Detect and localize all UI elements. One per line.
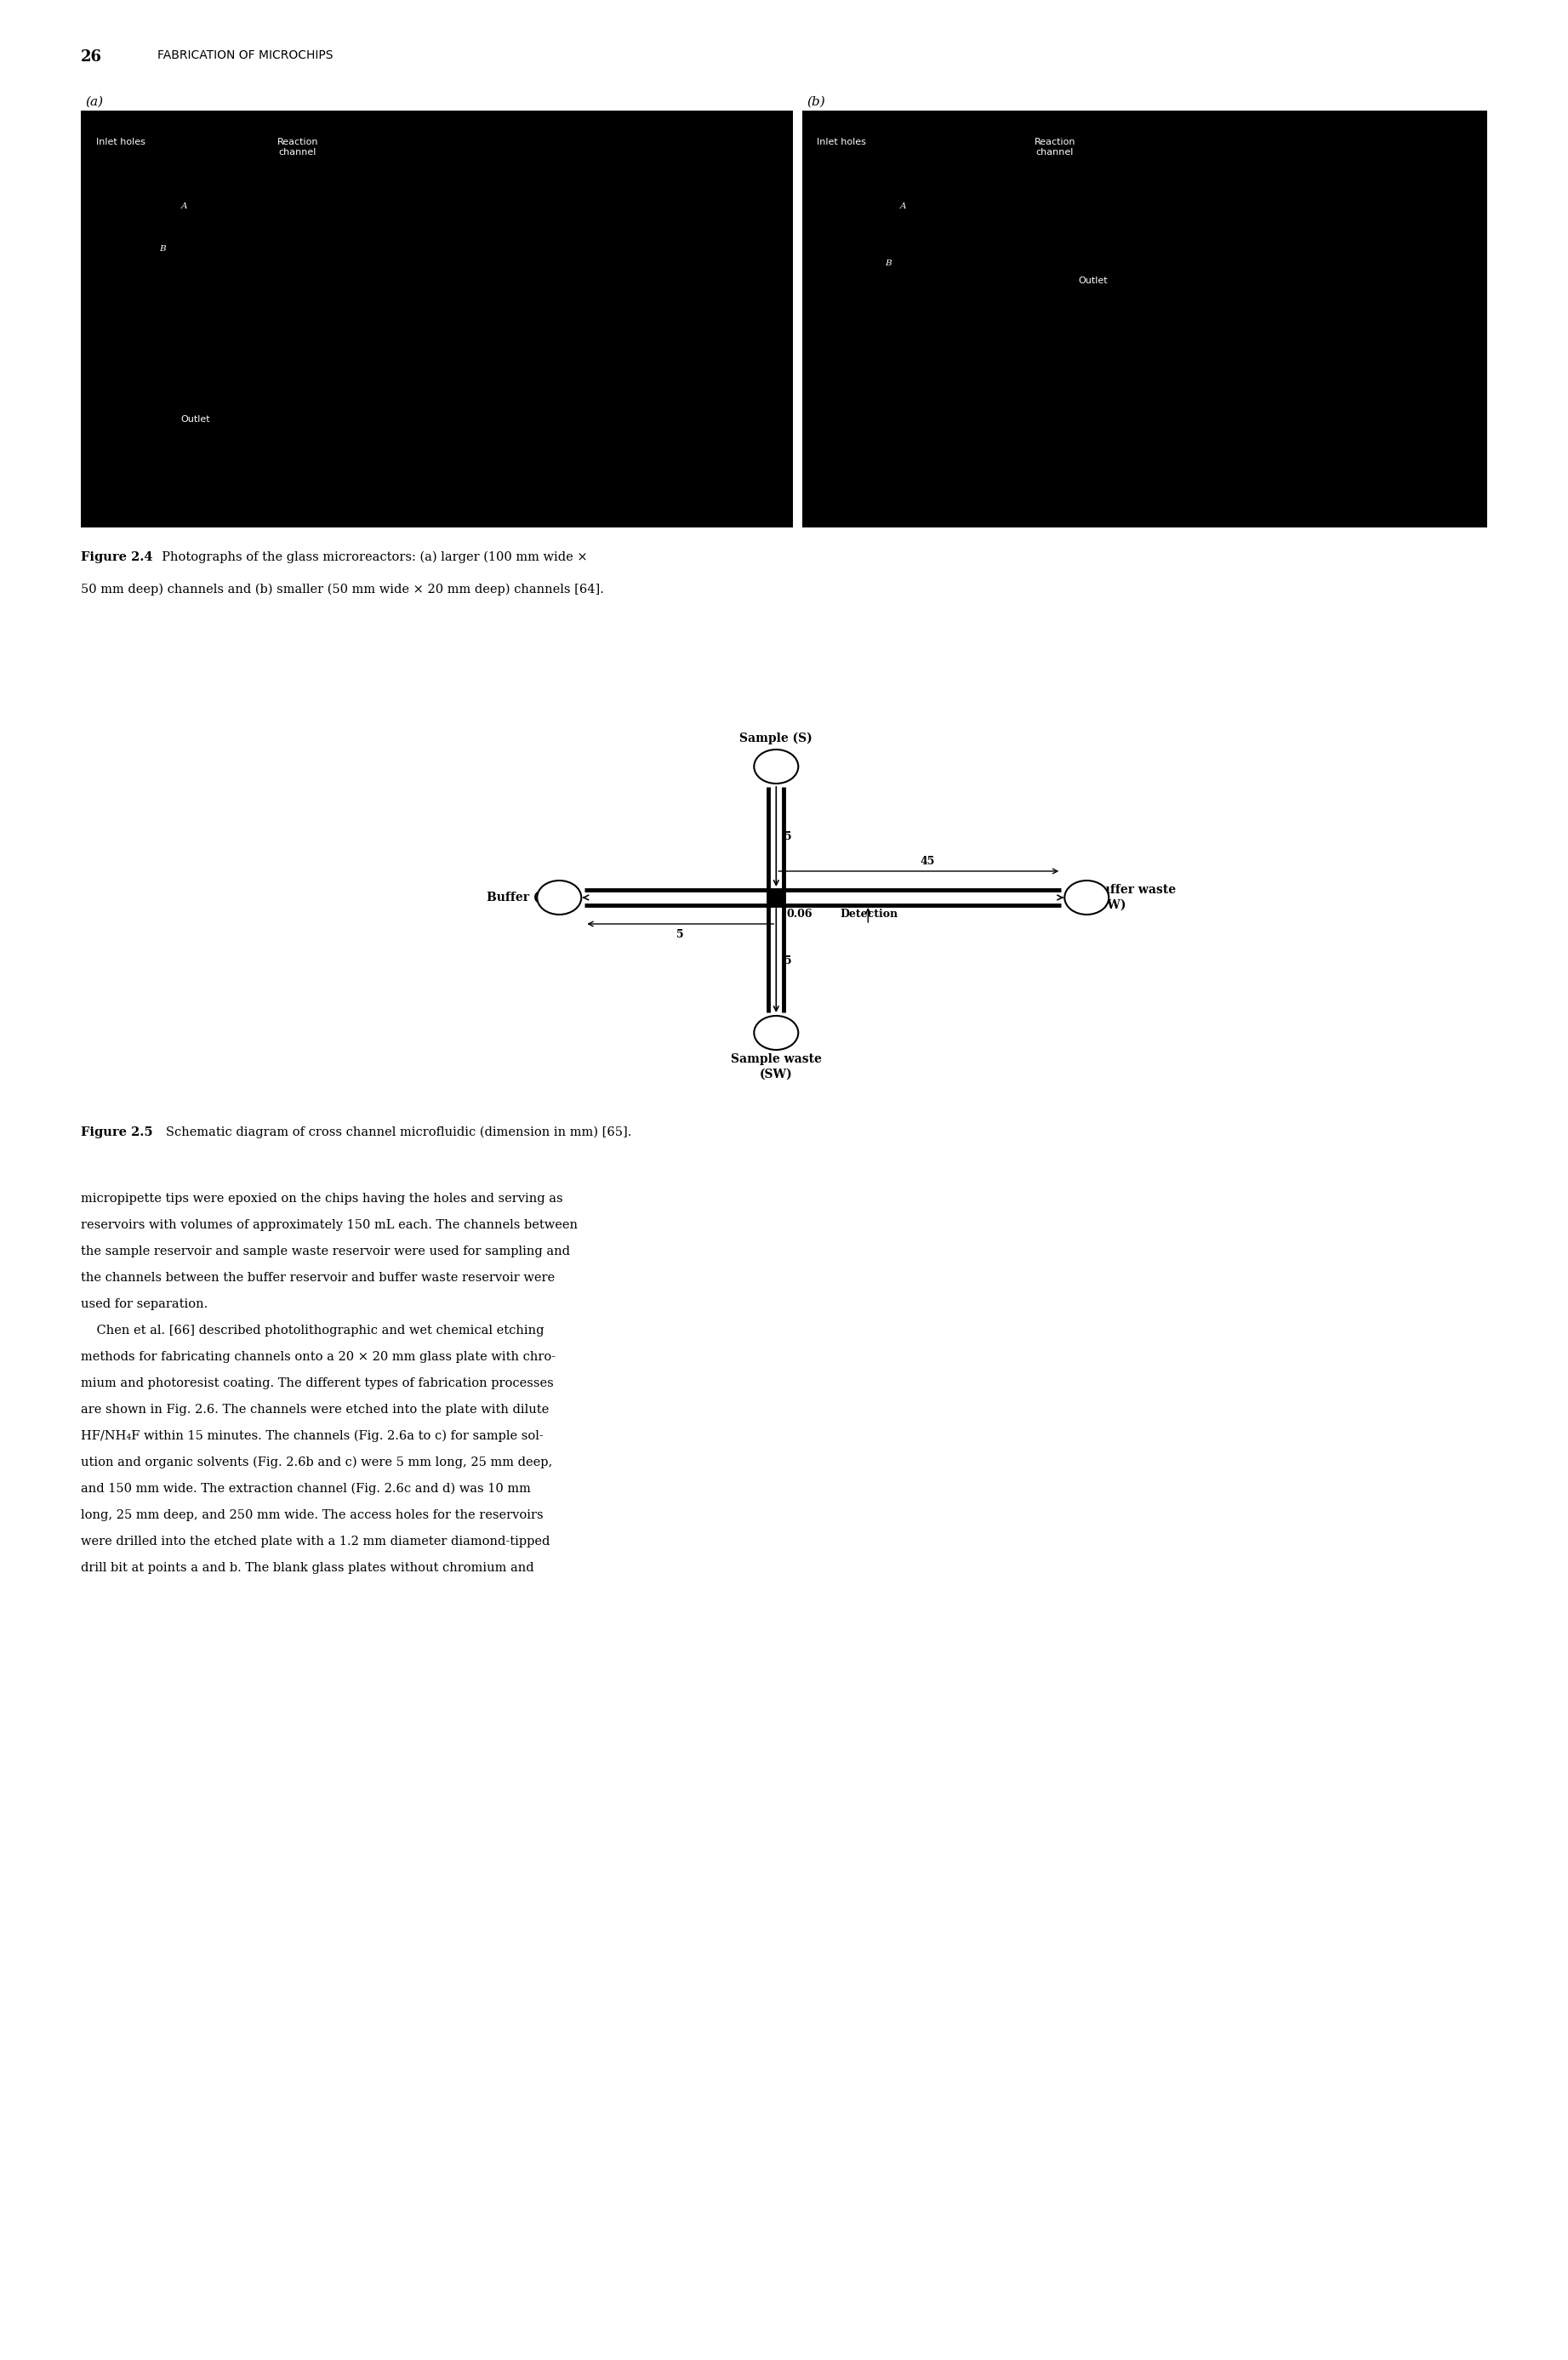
Text: Buffer (B): Buffer (B) xyxy=(486,892,554,904)
Text: Figure 2.5: Figure 2.5 xyxy=(82,1126,152,1138)
Text: HF/NH₄F within 15 minutes. The channels (Fig. 2.6a to c) for sample sol-: HF/NH₄F within 15 minutes. The channels … xyxy=(82,1430,544,1442)
Text: ution and organic solvents (Fig. 2.6b and c) were 5 mm long, 25 mm deep,: ution and organic solvents (Fig. 2.6b an… xyxy=(82,1456,552,1468)
Text: Figure 2.4: Figure 2.4 xyxy=(82,552,152,564)
Text: methods for fabricating channels onto a 20 × 20 mm glass plate with chro-: methods for fabricating channels onto a … xyxy=(82,1350,555,1364)
Text: 45: 45 xyxy=(920,857,935,866)
Text: used for separation.: used for separation. xyxy=(82,1298,209,1310)
Text: Buffer waste
(BW): Buffer waste (BW) xyxy=(1091,885,1176,911)
Text: reservoirs with volumes of approximately 150 mL each. The channels between: reservoirs with volumes of approximately… xyxy=(82,1220,577,1232)
Text: B: B xyxy=(158,245,166,253)
Text: Inlet holes: Inlet holes xyxy=(96,137,146,146)
Text: FABRICATION OF MICROCHIPS: FABRICATION OF MICROCHIPS xyxy=(157,50,332,61)
Text: B: B xyxy=(884,260,891,267)
Text: Reaction
channel: Reaction channel xyxy=(278,137,318,156)
Text: Reaction
channel: Reaction channel xyxy=(1035,137,1076,156)
Ellipse shape xyxy=(538,880,582,916)
Text: Inlet holes: Inlet holes xyxy=(817,137,866,146)
Text: drill bit at points a and b. The blank glass plates without chromium and: drill bit at points a and b. The blank g… xyxy=(82,1562,535,1574)
Text: and 150 mm wide. The extraction channel (Fig. 2.6c and d) was 10 mm: and 150 mm wide. The extraction channel … xyxy=(82,1482,532,1496)
Text: 5: 5 xyxy=(784,831,792,843)
Text: Schematic diagram of cross channel microfluidic (dimension in mm) [65].: Schematic diagram of cross channel micro… xyxy=(154,1126,632,1138)
Bar xyxy=(768,890,784,906)
Text: are shown in Fig. 2.6. The channels were etched into the plate with dilute: are shown in Fig. 2.6. The channels were… xyxy=(82,1404,549,1416)
Text: (a): (a) xyxy=(85,97,103,109)
Text: Outlet: Outlet xyxy=(180,415,210,425)
Text: the channels between the buffer reservoir and buffer waste reservoir were: the channels between the buffer reservoi… xyxy=(82,1272,555,1284)
Text: Sample (S): Sample (S) xyxy=(740,732,812,743)
Ellipse shape xyxy=(1065,880,1109,916)
Ellipse shape xyxy=(754,1015,798,1050)
Text: Outlet: Outlet xyxy=(1079,276,1109,286)
Bar xyxy=(82,111,793,529)
Text: long, 25 mm deep, and 250 mm wide. The access holes for the reservoirs: long, 25 mm deep, and 250 mm wide. The a… xyxy=(82,1510,544,1522)
Text: micropipette tips were epoxied on the chips having the holes and serving as: micropipette tips were epoxied on the ch… xyxy=(82,1192,563,1204)
Text: A: A xyxy=(900,203,906,210)
Bar xyxy=(803,111,1486,529)
Text: A: A xyxy=(182,203,188,210)
Text: Sample waste
(SW): Sample waste (SW) xyxy=(731,1053,822,1081)
Text: Detection: Detection xyxy=(840,909,898,920)
Text: the sample reservoir and sample waste reservoir were used for sampling and: the sample reservoir and sample waste re… xyxy=(82,1246,571,1258)
Text: 50 mm deep) channels and (b) smaller (50 mm wide × 20 mm deep) channels [64].: 50 mm deep) channels and (b) smaller (50… xyxy=(82,583,604,595)
Text: 0.06: 0.06 xyxy=(787,909,812,920)
Text: 5: 5 xyxy=(784,956,792,965)
Text: 26: 26 xyxy=(82,50,102,64)
Text: 5: 5 xyxy=(677,930,684,939)
Text: mium and photoresist coating. The different types of fabrication processes: mium and photoresist coating. The differ… xyxy=(82,1378,554,1390)
Text: were drilled into the etched plate with a 1.2 mm diameter diamond-tipped: were drilled into the etched plate with … xyxy=(82,1536,550,1548)
Text: (b): (b) xyxy=(806,97,825,109)
Text: Chen et al. [66] described photolithographic and wet chemical etching: Chen et al. [66] described photolithogra… xyxy=(82,1324,544,1336)
Ellipse shape xyxy=(754,750,798,784)
Text: Photographs of the glass microreactors: (a) larger (100 mm wide ×: Photographs of the glass microreactors: … xyxy=(154,552,588,564)
